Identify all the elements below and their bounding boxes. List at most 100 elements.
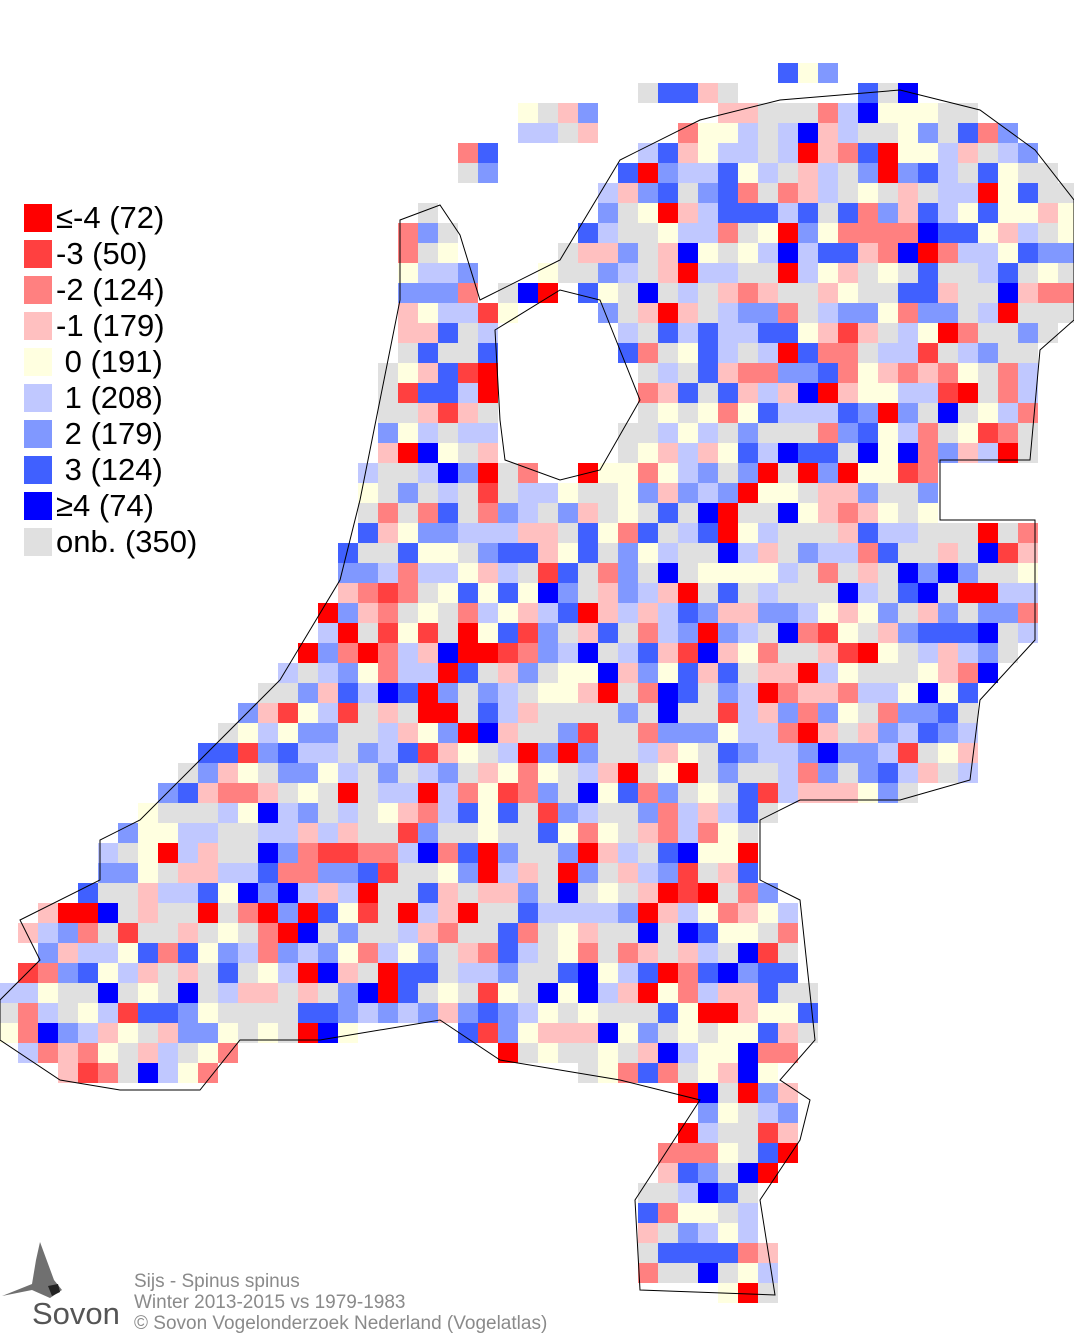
grid-cell (758, 883, 778, 903)
grid-cell (578, 103, 598, 123)
grid-cell (998, 303, 1018, 323)
grid-cell (398, 343, 418, 363)
grid-cell (518, 983, 538, 1003)
grid-cell (98, 863, 118, 883)
grid-cell (458, 443, 478, 463)
grid-cell (738, 843, 758, 863)
grid-cell (898, 683, 918, 703)
grid-cell (658, 843, 678, 863)
grid-cell (798, 543, 818, 563)
grid-cell (198, 943, 218, 963)
grid-cell (778, 143, 798, 163)
grid-cell (618, 783, 638, 803)
grid-cell (498, 903, 518, 923)
grid-cell (698, 203, 718, 223)
grid-cell (378, 943, 398, 963)
grid-cell (698, 383, 718, 403)
grid-cell (478, 703, 498, 723)
legend-item: ≥4 (74) (24, 488, 197, 524)
grid-cell (758, 123, 778, 143)
grid-cell (518, 123, 538, 143)
grid-cell (358, 723, 378, 743)
grid-cell (738, 963, 758, 983)
grid-cell (418, 583, 438, 603)
grid-cell (278, 943, 298, 963)
grid-cell (978, 543, 998, 563)
grid-cell (898, 403, 918, 423)
grid-cell (398, 923, 418, 943)
grid-cell (878, 303, 898, 323)
legend-item: onb. (350) (24, 524, 197, 560)
grid-cell (838, 623, 858, 643)
grid-cell (958, 423, 978, 443)
grid-cell (878, 103, 898, 123)
grid-cell (378, 803, 398, 823)
grid-cell (798, 1023, 818, 1043)
grid-cell (398, 523, 418, 543)
grid-cell (638, 983, 658, 1003)
grid-cell (298, 943, 318, 963)
grid-cell (638, 203, 658, 223)
grid-cell (238, 983, 258, 1003)
grid-cell (818, 203, 838, 223)
grid-cell (358, 623, 378, 643)
grid-cell (518, 743, 538, 763)
grid-cell (738, 563, 758, 583)
grid-cell (878, 323, 898, 343)
grid-cell (918, 483, 938, 503)
species-name: Sijs - Spinus spinus (134, 1271, 300, 1292)
grid-cell (478, 523, 498, 543)
grid-cell (518, 883, 538, 903)
grid-cell (378, 363, 398, 383)
grid-cell (718, 943, 738, 963)
grid-cell (438, 763, 458, 783)
grid-cell (1058, 223, 1074, 243)
grid-cell (658, 963, 678, 983)
grid-cell (498, 843, 518, 863)
grid-cell (758, 1283, 778, 1303)
grid-cell (958, 163, 978, 183)
legend-swatch (24, 420, 52, 448)
legend-label: -1 (179) (56, 308, 165, 343)
grid-cell (658, 523, 678, 543)
grid-cell (898, 563, 918, 583)
grid-cell (618, 843, 638, 863)
grid-cell (498, 603, 518, 623)
grid-cell (858, 223, 878, 243)
grid-cell (558, 643, 578, 663)
grid-cell (118, 923, 138, 943)
grid-cell (498, 483, 518, 503)
grid-cell (538, 103, 558, 123)
grid-cell (878, 183, 898, 203)
grid-cell (878, 203, 898, 223)
grid-cell (78, 1063, 98, 1083)
grid-cell (458, 1023, 478, 1043)
grid-cell (738, 743, 758, 763)
grid-cell (158, 983, 178, 1003)
grid-cell (918, 283, 938, 303)
grid-cell (298, 883, 318, 903)
grid-cell (658, 243, 678, 263)
grid-cell (878, 603, 898, 623)
grid-cell (718, 963, 738, 983)
grid-cell (658, 503, 678, 523)
grid-cell (878, 423, 898, 443)
grid-cell (818, 503, 838, 523)
grid-cell (358, 743, 378, 763)
grid-cell (898, 483, 918, 503)
grid-cell (718, 783, 738, 803)
grid-cell (198, 823, 218, 843)
legend-label: 0 (191) (56, 344, 163, 379)
grid-cell (578, 623, 598, 643)
grid-cell (138, 963, 158, 983)
grid-cell (938, 543, 958, 563)
grid-cell (658, 563, 678, 583)
grid-cell (978, 643, 998, 663)
grid-cell (898, 223, 918, 243)
grid-cell (418, 523, 438, 543)
grid-cell (458, 323, 478, 343)
grid-cell (658, 603, 678, 623)
grid-cell (698, 423, 718, 443)
grid-cell (698, 623, 718, 643)
grid-cell (738, 1103, 758, 1123)
